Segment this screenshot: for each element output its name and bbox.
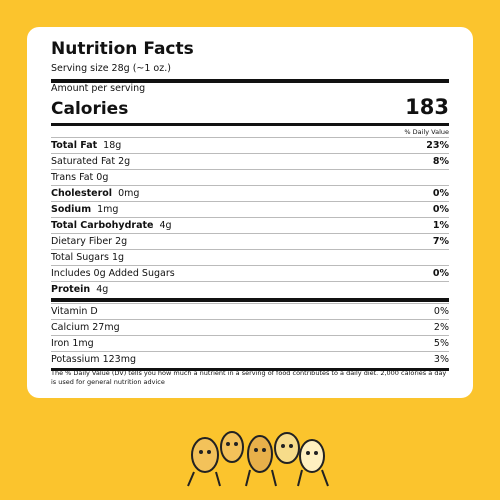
nutrient-row: Dietary Fiber 2g 7% bbox=[51, 233, 449, 250]
nutrient-row: Potassium 123mg 3% bbox=[51, 351, 449, 368]
divider bbox=[51, 123, 449, 126]
nutrient-row: Calcium 27mg 2% bbox=[51, 319, 449, 336]
nutrient-row: Cholesterol 0mg 0% bbox=[51, 185, 449, 202]
daily-value: 1% bbox=[432, 220, 449, 231]
nutrient-name: Protein bbox=[51, 284, 91, 295]
nutrient-amount: 4g bbox=[96, 284, 109, 295]
nutrient-name: Potassium 123mg bbox=[51, 354, 136, 365]
nutrient-row: Iron 1mg 5% bbox=[51, 335, 449, 352]
serving-size: Serving size 28g (~1 oz.) bbox=[51, 63, 171, 74]
calories-value: 183 bbox=[405, 95, 449, 119]
nutrition-card: Nutrition Facts Serving size 28g (~1 oz.… bbox=[27, 27, 473, 398]
nutrient-amount: 4g bbox=[159, 220, 172, 231]
nutrient-name: Total Sugars 1g bbox=[51, 252, 125, 263]
nutrient-row: Sodium 1mg 0% bbox=[51, 201, 449, 218]
nutrient-amount: 18g bbox=[103, 140, 122, 151]
daily-value: 23% bbox=[426, 140, 449, 151]
nutrient-row: Vitamin D 0% bbox=[51, 303, 449, 320]
daily-value: 7% bbox=[432, 236, 449, 247]
nutrient-name: Sodium bbox=[51, 204, 92, 215]
daily-value: 5% bbox=[433, 338, 449, 349]
nutrient-row: Includes 0g Added Sugars 0% bbox=[51, 265, 449, 282]
daily-value: 0% bbox=[433, 306, 449, 317]
mascots bbox=[187, 431, 329, 487]
nutrient-name: Total Fat bbox=[51, 140, 98, 151]
nutrient-name: Trans Fat 0g bbox=[51, 172, 109, 183]
title: Nutrition Facts bbox=[51, 39, 194, 59]
nutrient-name: Cholesterol bbox=[51, 188, 113, 199]
divider bbox=[51, 298, 449, 302]
nutrient-name: Total Carbohydrate bbox=[51, 220, 154, 231]
daily-value: 0% bbox=[432, 188, 449, 199]
nutrient-name: Calcium 27mg bbox=[51, 322, 120, 333]
daily-value: 8% bbox=[432, 156, 449, 167]
nutrient-name: Saturated Fat 2g bbox=[51, 156, 131, 167]
nutrient-row: Trans Fat 0g bbox=[51, 169, 449, 186]
nutrient-name: Includes 0g Added Sugars bbox=[51, 268, 175, 279]
nutrient-name: Dietary Fiber 2g bbox=[51, 236, 128, 247]
amount-per-serving: Amount per serving bbox=[51, 83, 146, 94]
divider bbox=[51, 79, 449, 83]
nutrient-row: Protein 4g bbox=[51, 281, 449, 298]
daily-value: 0% bbox=[432, 204, 449, 215]
nutrient-row: Total Fat 18g 23% bbox=[51, 137, 449, 154]
dv-heading: % Daily Value bbox=[404, 128, 449, 136]
nutrient-row: Total Carbohydrate 4g 1% bbox=[51, 217, 449, 234]
divider bbox=[51, 368, 449, 371]
nutrient-row: Saturated Fat 2g 8% bbox=[51, 153, 449, 170]
nutrient-amount: 0mg bbox=[118, 188, 140, 199]
nutrient-name: Vitamin D bbox=[51, 306, 98, 317]
nutrient-amount: 1mg bbox=[97, 204, 119, 215]
footnote: The % Daily Value (DV) tells you how muc… bbox=[51, 369, 447, 386]
calories-label: Calories bbox=[51, 99, 129, 119]
daily-value: 0% bbox=[432, 268, 449, 279]
nutrient-row: Total Sugars 1g bbox=[51, 249, 449, 266]
daily-value: 3% bbox=[433, 354, 449, 365]
nutrient-name: Iron 1mg bbox=[51, 338, 94, 349]
daily-value: 2% bbox=[433, 322, 449, 333]
